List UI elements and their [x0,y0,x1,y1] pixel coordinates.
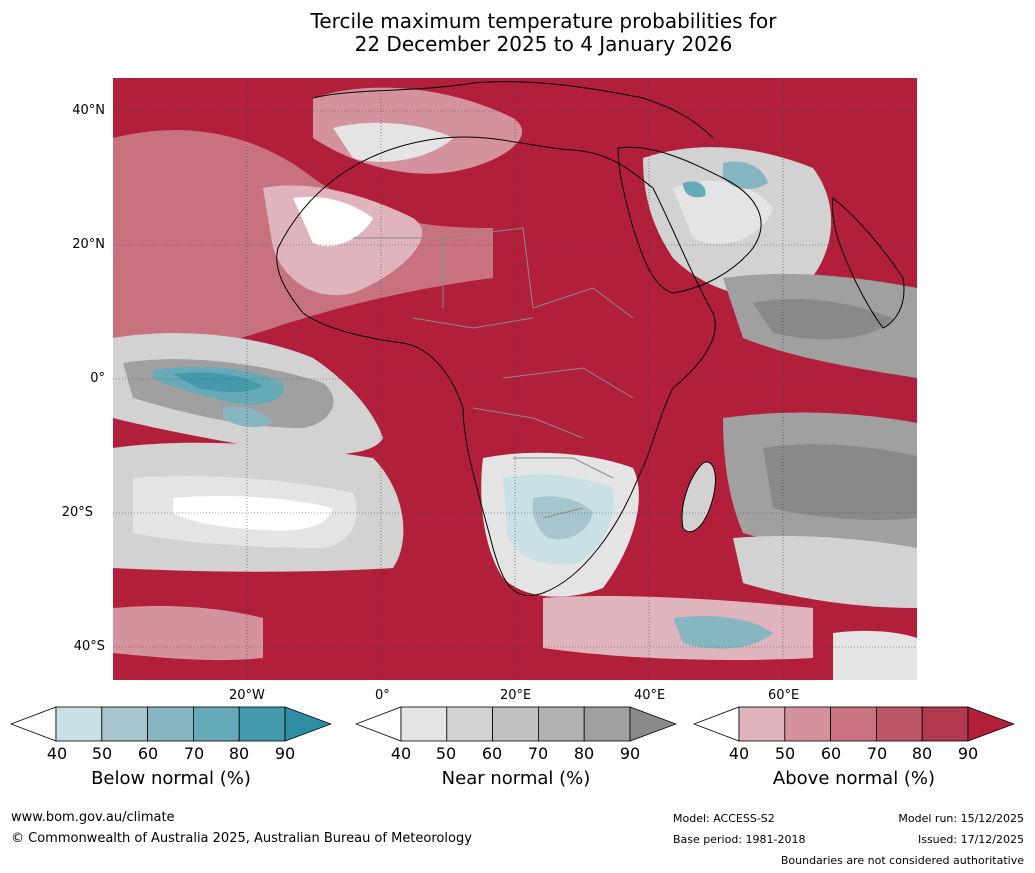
colorbar-above-ticks: 40 50 60 70 80 90 [693,744,1015,764]
probability-map [113,78,917,680]
lat-label-40s: 40°S [73,639,105,654]
near-color-bin [400,706,448,742]
near-color-bin [446,706,494,742]
title-line-1: Tercile maximum temperature probabilitie… [310,9,777,33]
lon-label-0: 0° [375,688,390,703]
above-tick: 50 [774,744,796,763]
above-color-bin [875,706,923,742]
above-tick: 70 [866,744,888,763]
near-color-bin [537,706,585,742]
above-tick: 60 [820,744,842,763]
lat-label-0: 0° [90,371,105,386]
near-color-bin [583,706,631,742]
above-tick: 80 [911,744,933,763]
map-graphic [113,78,917,680]
near-tick: 50 [435,744,457,763]
below-tick: 90 [274,744,296,763]
chart-title: Tercile maximum temperature probabilitie… [0,10,1035,56]
colorbar-above-graphic [693,706,1015,742]
website-link[interactable]: www.bom.gov.au/climate [11,810,175,825]
near-tick: 80 [573,744,595,763]
below-tick: 80 [228,744,250,763]
below-tick: 60 [137,744,159,763]
colorbar-near-graphic [355,706,677,742]
near-tick: 90 [619,744,641,763]
below-tick: 50 [91,744,113,763]
above-color-bin [921,706,969,742]
boundaries-disclaimer: Boundaries are not considered authoritat… [780,854,1024,867]
lat-label-20s: 20°S [61,505,93,520]
above-tick: 40 [728,744,750,763]
below-tick: 70 [183,744,205,763]
colorbar-near-ticks: 40 50 60 70 80 90 [355,744,677,764]
colorbar-near [355,706,677,742]
near-tick: 70 [527,744,549,763]
lon-label-20e: 20°E [500,688,532,703]
model-name: Model: ACCESS-S2 [673,812,775,825]
issued-date: Issued: 17/12/2025 [917,833,1024,846]
colorbar-below-ticks: 40 50 60 70 80 90 [10,744,332,764]
above-under-triangle [693,706,740,742]
below-color-bin [147,706,194,742]
copyright-text: © Commonwealth of Australia 2025, Austra… [11,831,472,846]
colorbar-near-title: Near normal (%) [441,768,591,789]
lon-label-20w: 20°W [229,688,265,703]
colorbar-below-graphic [10,706,332,742]
near-tick: 40 [390,744,412,763]
below-color-bin [238,706,286,742]
base-period: Base period: 1981-2018 [673,833,806,846]
below-over-triangle [284,706,332,742]
lat-label-40n: 40°N [72,103,105,118]
near-color-bin [492,706,539,742]
colorbar-below [10,706,332,742]
near-tick: 60 [481,744,503,763]
above-over-triangle [967,706,1015,742]
below-color-bin [101,706,149,742]
above-color-bin [830,706,877,742]
model-run-date: Model run: 15/12/2025 [898,812,1024,825]
above-color-bin [738,706,786,742]
colorbar-above [693,706,1015,742]
above-tick: 90 [957,744,979,763]
near-over-triangle [629,706,677,742]
colorbar-below-title: Below normal (%) [91,768,251,789]
below-color-bin [55,706,103,742]
title-line-2: 22 December 2025 to 4 January 2026 [354,32,733,56]
below-tick: 40 [46,744,68,763]
lat-label-20n: 20°N [72,237,105,252]
colorbar-above-title: Above normal (%) [772,768,936,789]
lon-label-60e: 60°E [768,688,800,703]
below-color-bin [192,706,240,742]
below-under-triangle [10,706,57,742]
lon-label-40e: 40°E [634,688,666,703]
near-under-triangle [355,706,402,742]
above-color-bin [784,706,832,742]
